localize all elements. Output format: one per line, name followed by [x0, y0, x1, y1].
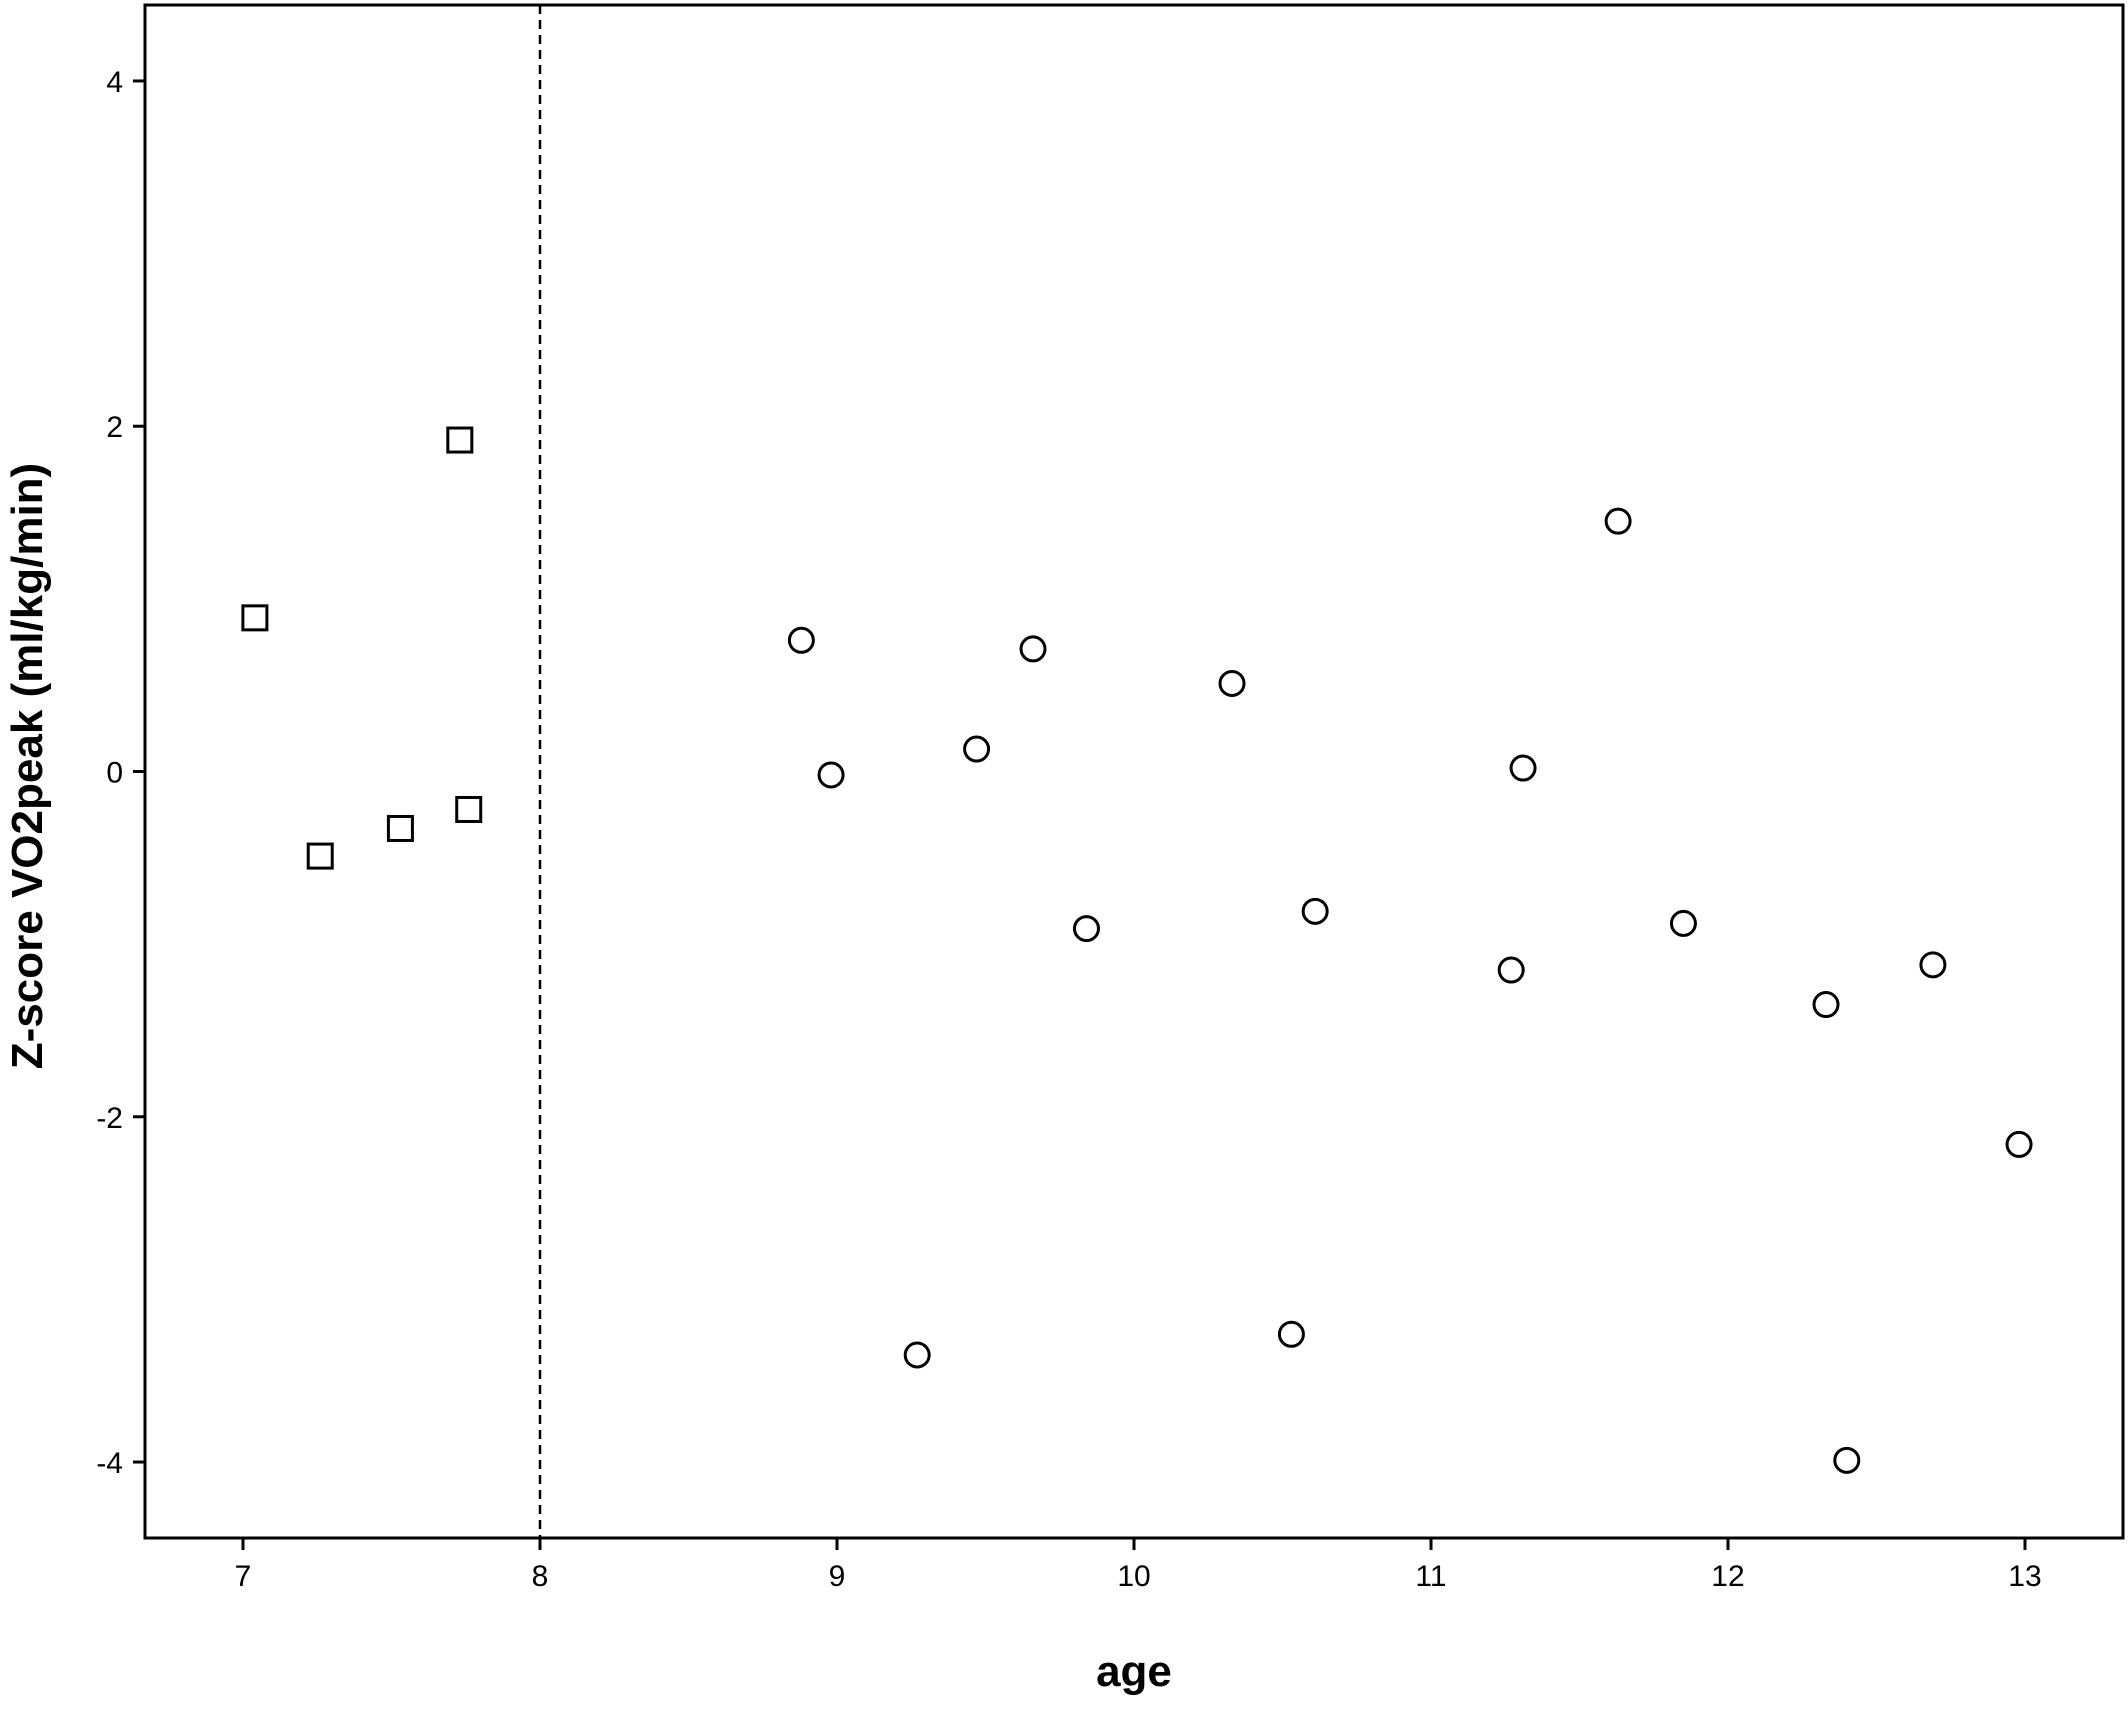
circle-point [1669, 909, 1697, 937]
square-point [306, 842, 334, 870]
circle-point [1509, 754, 1537, 782]
y-tick-label: -2 [96, 1102, 123, 1135]
circle-point [903, 1341, 931, 1369]
circle-point [1604, 507, 1632, 535]
x-tick-label: 9 [829, 1560, 846, 1593]
square-point [446, 426, 474, 454]
points-layer [241, 426, 2033, 1474]
circle-point [1833, 1446, 1861, 1474]
y-tick-label: 0 [106, 757, 123, 790]
plot-frame-layer [143, 3, 2125, 1540]
x-axis-title: age [1096, 1647, 1172, 1696]
square-point [386, 814, 414, 842]
y-tick-label: -4 [96, 1447, 123, 1480]
x-tick-label: 8 [532, 1560, 549, 1593]
circle-point [1812, 991, 1840, 1019]
circle-point [1019, 635, 1047, 663]
y-tick-label: 2 [106, 411, 123, 444]
tick-layer: 7 8 9 10 11 12 13 4 2 0 -2 -4 [96, 66, 2041, 1593]
circle-point [817, 761, 845, 789]
circle-point [1919, 951, 1947, 979]
y-axis-title: Z-score VO2peak (ml/kg/min) [3, 463, 52, 1069]
x-tick-label: 10 [1117, 1560, 1150, 1593]
plot-frame [143, 3, 2125, 1540]
circle-point [963, 735, 991, 763]
circle-point [1497, 956, 1525, 984]
y-tick-label: 4 [106, 66, 123, 99]
x-tick-label: 7 [235, 1560, 252, 1593]
circle-point [1072, 915, 1100, 943]
x-tick-label: 12 [1711, 1560, 1744, 1593]
x-tick-label: 11 [1415, 1560, 1446, 1593]
circle-point [2005, 1130, 2033, 1158]
circle-point [1301, 897, 1329, 925]
square-point [455, 795, 483, 823]
circle-point [787, 626, 815, 654]
circle-point [1218, 669, 1246, 697]
square-point [241, 604, 269, 632]
x-tick-label: 13 [2008, 1560, 2041, 1593]
circle-point [1277, 1320, 1305, 1348]
